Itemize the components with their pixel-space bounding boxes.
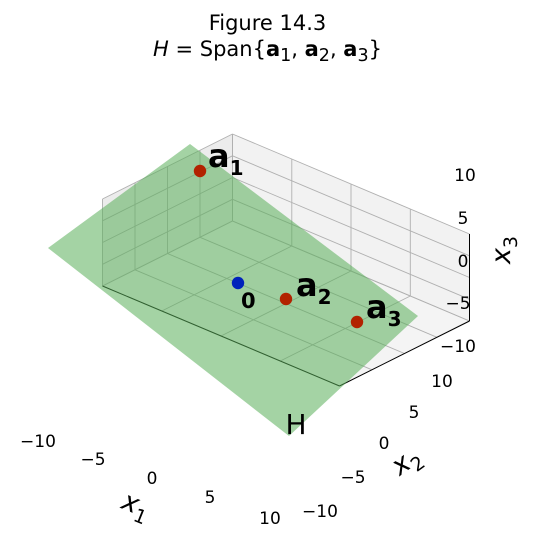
- span-plane-group: [48, 144, 418, 436]
- label-a2-sub: 2: [318, 285, 332, 309]
- x-axis-label-sub: 1: [130, 504, 149, 529]
- x-tick-label: 10: [259, 509, 281, 529]
- grid-side-z: [232, 155, 470, 257]
- chart-title: Figure 14.3 H = Span{a1, a2, a3}: [0, 10, 535, 69]
- z-axis-label: x3: [486, 236, 522, 265]
- title-close: }: [368, 37, 382, 61]
- x-tick-label: −5: [80, 450, 105, 470]
- x-tick-label: 0: [147, 469, 158, 489]
- point-a2: [279, 292, 293, 306]
- y-tick-label: 5: [409, 403, 420, 423]
- x-axis-label: x1: [115, 485, 155, 529]
- y-tick-label: −10: [302, 502, 338, 522]
- point-origin: [231, 276, 245, 290]
- y-tick-label: −5: [340, 468, 365, 488]
- point-a1: [193, 164, 207, 178]
- title-s1: 1: [280, 46, 292, 67]
- label-a1-sub: 1: [230, 156, 244, 180]
- z-tick-label: 10: [454, 166, 476, 186]
- z-tick-label: 5: [458, 209, 469, 229]
- plane-label: H: [285, 408, 306, 441]
- z-tick-label: −5: [445, 294, 470, 314]
- grid-side-z: [232, 133, 470, 235]
- title-v1: a: [265, 37, 281, 61]
- y-tick-label: 10: [431, 372, 453, 392]
- title-v3: a: [343, 37, 358, 61]
- title-var: H: [153, 37, 169, 61]
- title-c1: ,: [291, 37, 305, 61]
- z-tick-label: −10: [440, 337, 476, 357]
- title-c2: ,: [329, 37, 344, 61]
- span-plane: [48, 144, 418, 436]
- title-eq: = Span{: [168, 37, 266, 61]
- z-tick-label: 0: [458, 252, 469, 272]
- y-axis-label-sub: 2: [407, 452, 430, 477]
- y-axis-line: [339, 320, 470, 387]
- title-line-1: Figure 14.3: [208, 11, 327, 35]
- data-points: [193, 164, 364, 329]
- x-tick-label: 5: [205, 488, 216, 508]
- grid-side-z: [232, 177, 470, 278]
- title-s2: 2: [318, 46, 330, 67]
- title-v2: a: [304, 37, 319, 61]
- label-a2: a2: [296, 266, 332, 309]
- x-tick-label: −10: [20, 432, 56, 452]
- point-a3: [350, 315, 364, 329]
- z-axis-label-sub: 3: [500, 236, 522, 248]
- y-axis-label: x2: [385, 440, 430, 486]
- label-a3-sub: 3: [388, 307, 402, 331]
- y-tick-label: 0: [379, 434, 390, 454]
- label-origin: 0: [241, 289, 256, 313]
- title-s3: 3: [357, 46, 369, 67]
- title-line-2: H = Span{a1, a2, a3}: [0, 36, 535, 69]
